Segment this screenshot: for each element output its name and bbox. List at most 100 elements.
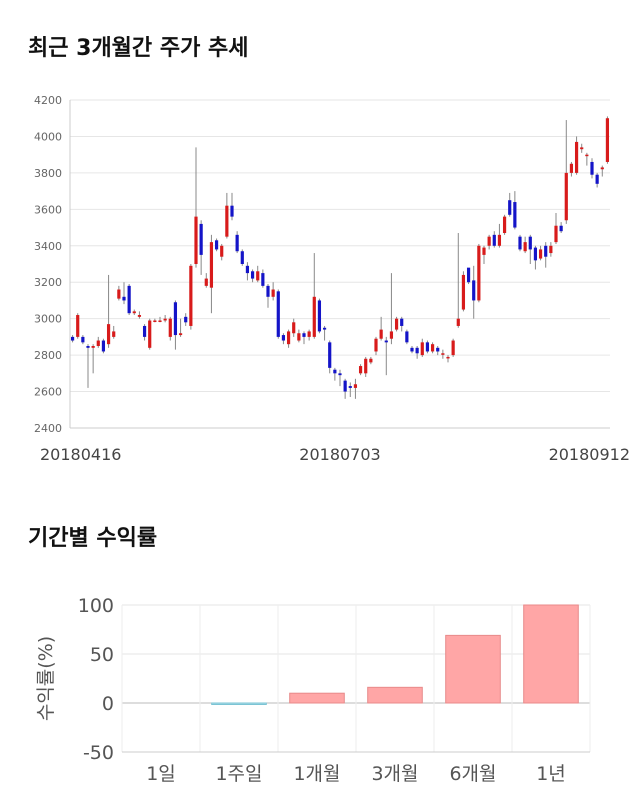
candle-body [415, 347, 419, 354]
candle-body [574, 141, 579, 173]
candle-body [148, 320, 152, 348]
candle-body [101, 340, 106, 352]
x-tick-label: 20180416 [40, 445, 121, 464]
candle-body [389, 331, 394, 339]
candle-body [523, 242, 527, 252]
x-tick-label: 20180912 [549, 445, 630, 464]
candle-body [271, 289, 275, 297]
candle-body [153, 320, 157, 322]
candle-body [441, 353, 445, 355]
candle-body [276, 291, 280, 337]
return-bar [367, 686, 423, 704]
candle-body [194, 216, 198, 264]
y-tick-label: 0 [102, 693, 114, 715]
candle-body [508, 200, 512, 215]
candle-body [394, 318, 399, 330]
candle-body [466, 267, 471, 283]
candle-body [137, 315, 142, 317]
candle-body [585, 154, 589, 157]
candle-body [297, 333, 301, 341]
x-tick-label: 1년 [536, 763, 566, 785]
candle-body [502, 216, 507, 234]
candle-body [142, 325, 147, 337]
candle-body [379, 329, 383, 339]
return-bar-chart: -50 0 50 100 수익률(%) 1일 1주일 1개월 3개월 6개월 1년 [35, 595, 591, 785]
candle-body [569, 163, 574, 173]
candle-body [343, 380, 347, 392]
x-tick-label: 3개월 [371, 763, 418, 785]
candle-body [328, 342, 332, 368]
candle-body [430, 344, 435, 352]
candle-body [580, 147, 584, 150]
candle-body [132, 311, 136, 314]
return-bar [211, 702, 267, 705]
candle-body [317, 300, 322, 332]
candle-body [595, 174, 599, 184]
candle-body [518, 236, 522, 250]
candle-body [497, 234, 502, 246]
candle-body [348, 386, 352, 388]
candle-body [400, 318, 404, 326]
candle-body [173, 302, 178, 336]
return-bar [523, 604, 579, 704]
candle-body [261, 273, 265, 286]
candle-body [554, 225, 558, 243]
candle-body [204, 278, 208, 286]
candle-body [184, 316, 188, 323]
candle-body [168, 318, 172, 337]
candle-body [81, 336, 85, 343]
x-tick-label: 1일 [146, 763, 176, 785]
candle-body [112, 331, 116, 337]
candle-body [590, 161, 594, 175]
candle-body [214, 240, 219, 250]
candle-body [482, 247, 486, 255]
x-tick-label: 6개월 [449, 763, 496, 785]
candle-body [266, 285, 270, 297]
candle-body [436, 347, 440, 352]
candle-body [106, 324, 111, 345]
candle-body [358, 366, 363, 374]
candle-body [286, 331, 291, 345]
candle-body [600, 167, 604, 170]
candle-body [456, 318, 460, 326]
candle-body [122, 296, 126, 301]
candle-body [178, 333, 183, 336]
y-tick-label: 3200 [34, 276, 62, 289]
candle-body [451, 340, 455, 356]
candle-body [472, 280, 476, 301]
candle-body [513, 202, 517, 228]
candle-body [199, 223, 203, 255]
candle-body [91, 346, 95, 348]
x-tick-label: 1개월 [293, 763, 340, 785]
candle-body [564, 172, 568, 221]
candle-body [492, 234, 496, 246]
return-by-period-title: 기간별 수익률 [28, 526, 158, 551]
x-tick-label: 1주일 [215, 763, 262, 785]
candle-body [461, 274, 466, 310]
candle-body [230, 205, 234, 217]
y-tick-label: 2600 [34, 386, 62, 399]
y-tick-label: 3400 [34, 240, 62, 253]
return-bar [445, 634, 501, 704]
candle-body [338, 373, 342, 376]
candle-body [487, 236, 491, 246]
candle-body [225, 205, 229, 237]
candle-body [538, 249, 543, 259]
candle-body [353, 384, 358, 388]
candle-body [559, 225, 563, 232]
candle-body [209, 242, 214, 288]
candle-body [605, 118, 610, 162]
candlestick-chart: 2400 2600 2800 3000 3200 3400 3600 3800 4000 4200… [34, 94, 630, 464]
candle-body [410, 347, 414, 352]
candle-body [292, 322, 296, 334]
candle-body [235, 234, 239, 252]
candle-body [256, 271, 260, 281]
candle-body [420, 342, 424, 356]
candle-body [76, 315, 80, 337]
candle-body [281, 335, 286, 341]
candle-body [117, 289, 121, 299]
candle-body [127, 285, 131, 314]
candle-body [333, 369, 337, 374]
x-tick-label: 20180703 [299, 445, 380, 464]
y-tick-label: 50 [90, 644, 114, 666]
